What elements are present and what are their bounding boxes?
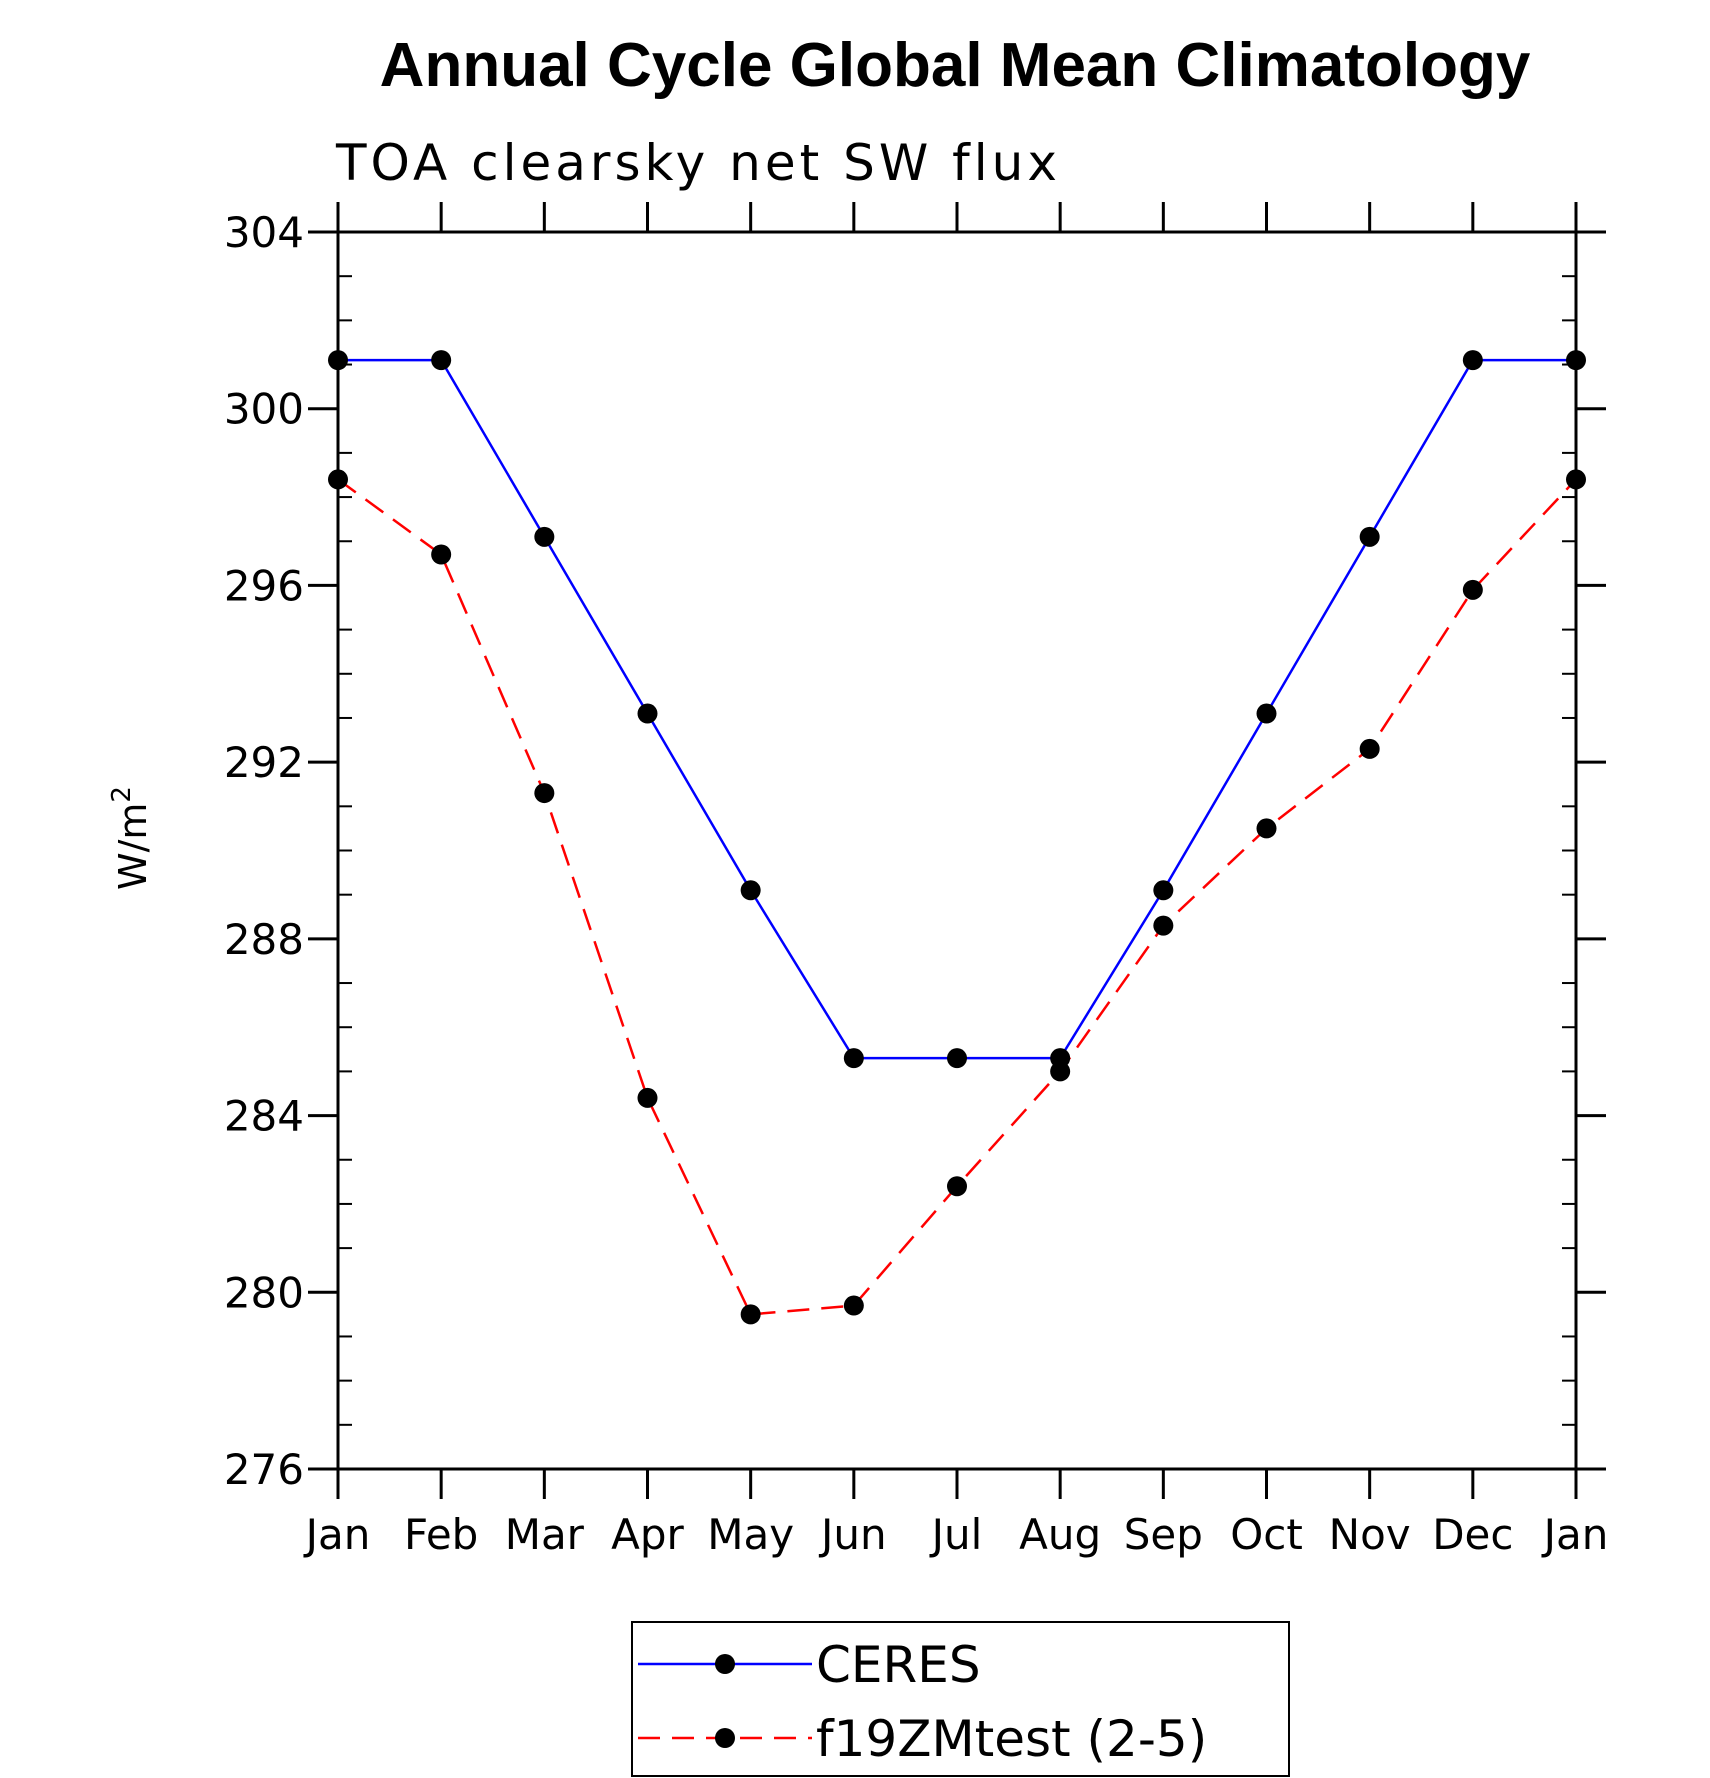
series-lines <box>337 358 1577 1316</box>
data-point-series-1 <box>1462 579 1483 600</box>
data-point-series-1 <box>947 1176 967 1197</box>
data-point-series-0 <box>1359 526 1380 547</box>
data-point-series-1 <box>534 783 555 804</box>
x-tick-label: Nov <box>1329 1510 1411 1559</box>
data-point-series-1 <box>740 1304 761 1325</box>
data-point-series-0 <box>431 350 452 371</box>
x-tick-label: Dec <box>1432 1510 1513 1559</box>
x-tick-label: Jan <box>1541 1510 1609 1559</box>
data-point-series-1 <box>1153 915 1174 936</box>
y-tick-label: 304 <box>224 208 304 257</box>
y-tick-label: 284 <box>224 1092 304 1141</box>
y-tick-label: 296 <box>224 561 304 610</box>
x-tick-label: Mar <box>505 1510 585 1559</box>
chart-subtitle: TOA clearsky net SW flux <box>335 134 1061 192</box>
series-markers <box>328 350 1586 1325</box>
data-point-series-1 <box>637 1087 658 1108</box>
legend: CERES f19ZMtest (2-5) <box>631 1621 1290 1777</box>
data-point-series-1 <box>1256 818 1277 839</box>
x-tick-label: Jul <box>929 1510 983 1559</box>
x-tick-label: Apr <box>611 1510 684 1559</box>
data-point-series-1 <box>1359 738 1380 759</box>
y-tick-label: 292 <box>224 738 304 787</box>
x-tick-label: Sep <box>1124 1510 1203 1559</box>
legend-label-1: f19ZMtest (2-5) <box>816 1710 1207 1768</box>
data-point-series-0 <box>1153 880 1174 901</box>
data-point-series-0 <box>947 1048 967 1069</box>
svg-text:W/m2: W/m2 <box>107 786 155 890</box>
legend-marker-0 <box>715 1654 735 1674</box>
data-point-series-0 <box>1462 350 1483 371</box>
y-tick-label: 280 <box>224 1268 304 1317</box>
data-point-series-0 <box>740 880 761 901</box>
plot-frame <box>336 230 1578 1471</box>
data-point-series-0 <box>1256 703 1277 724</box>
chart-title: Annual Cycle Global Mean Climatology <box>380 31 1531 100</box>
data-point-series-0 <box>637 703 658 724</box>
y-tick-label: 288 <box>224 915 304 964</box>
legend-label-0: CERES <box>816 1636 981 1694</box>
data-point-series-0 <box>843 1048 864 1069</box>
x-tick-label: Feb <box>404 1510 478 1559</box>
y-tick-label: 276 <box>224 1445 304 1494</box>
x-tick-label: Jun <box>818 1510 887 1559</box>
x-tick-label: Oct <box>1230 1510 1303 1559</box>
legend-marker-1 <box>715 1728 735 1748</box>
axis-tick-labels: Jan Feb Mar Apr May Jun Jul Aug Sep Oct Nov Dec Jan 2… <box>224 208 1609 1559</box>
legend-box <box>631 1621 1290 1777</box>
x-tick-label: Jan <box>303 1510 371 1559</box>
axis-ticks <box>308 202 1606 1499</box>
data-point-series-1 <box>431 544 452 565</box>
data-point-series-1 <box>843 1295 864 1316</box>
data-point-series-1 <box>1050 1061 1071 1082</box>
y-tick-label: 300 <box>224 385 304 434</box>
x-tick-label: Aug <box>1019 1510 1101 1559</box>
x-tick-label: May <box>707 1510 794 1559</box>
series-line-0 <box>338 358 1576 1060</box>
data-point-series-0 <box>534 526 555 547</box>
y-axis-label: W/m2 <box>107 786 155 890</box>
